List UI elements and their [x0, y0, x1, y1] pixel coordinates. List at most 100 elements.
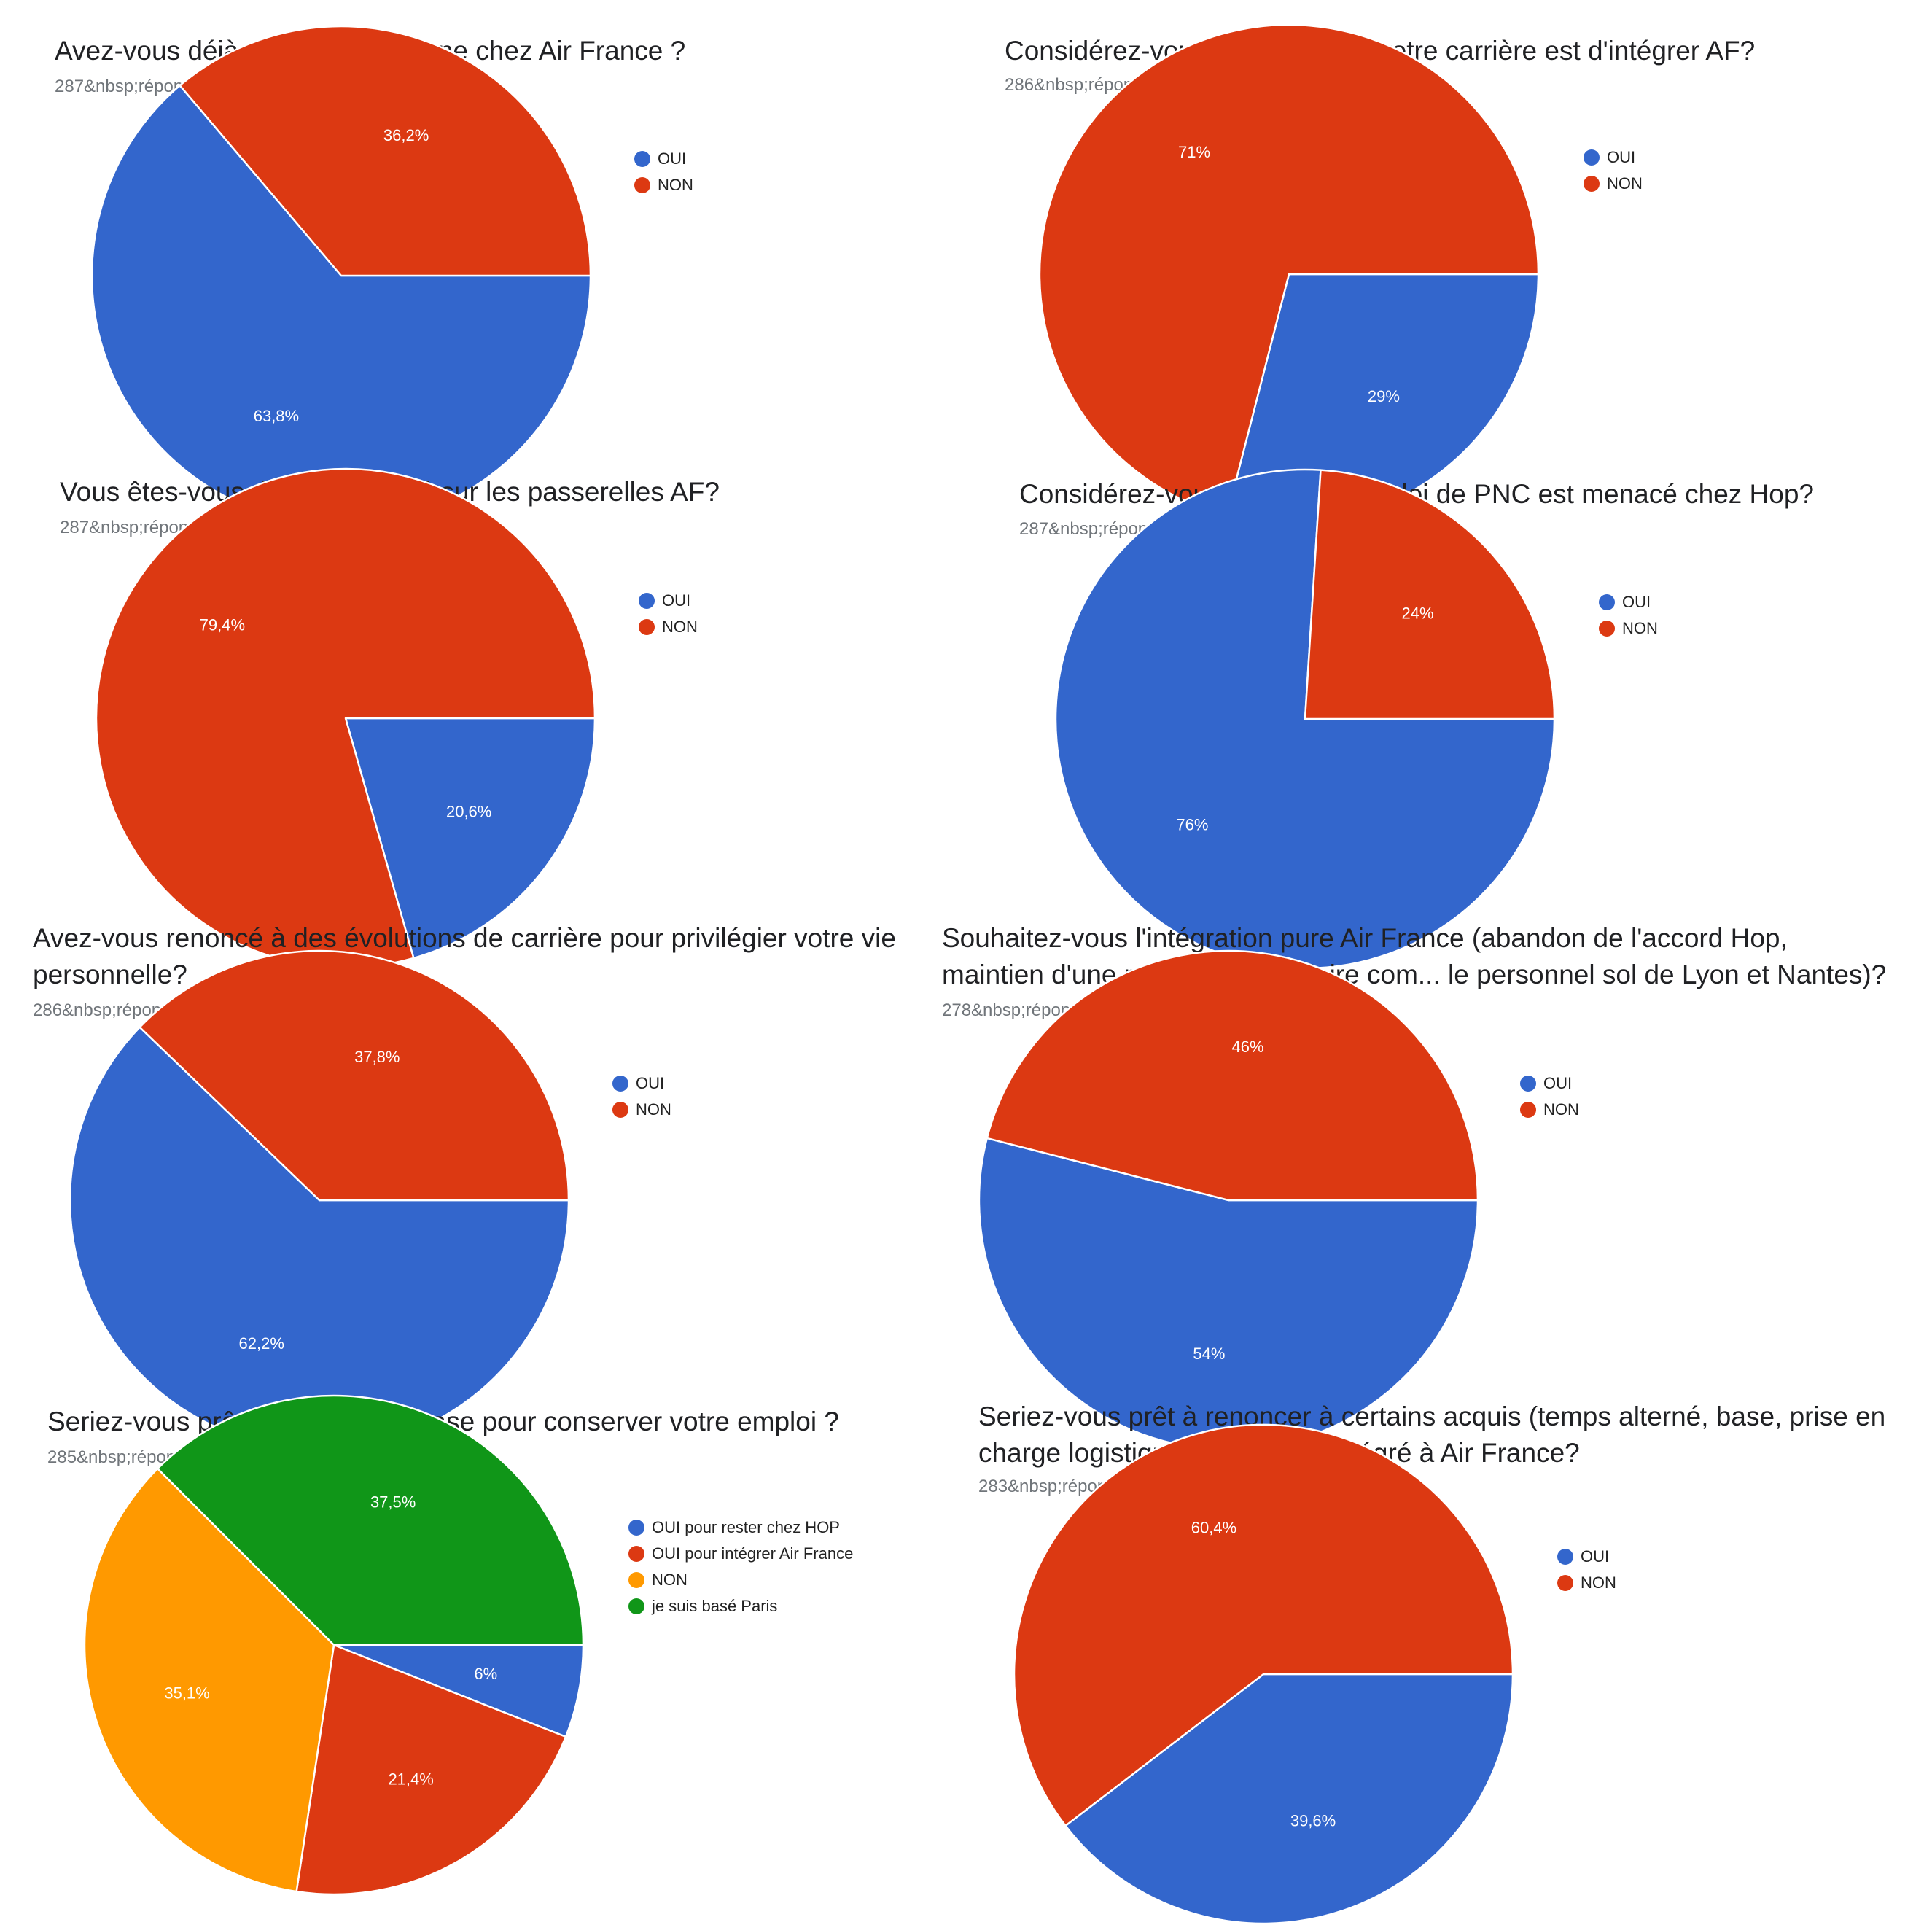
- pie-chart: 29% 71%: [1038, 23, 1540, 525]
- pie-chart: 63,8% 36,2%: [90, 25, 592, 526]
- pie-slice-non: [179, 25, 592, 277]
- pie-slice-oui: [344, 717, 596, 960]
- legend-swatch: [1557, 1549, 1573, 1565]
- legend-label: OUI: [1622, 593, 1651, 611]
- legend-swatch: [1520, 1076, 1536, 1092]
- legend-label: OUI: [658, 149, 687, 168]
- chart-title-line: Souhaitez-vous l'intégration pure Air Fr…: [942, 923, 1788, 953]
- legend-label: OUI: [1543, 1074, 1573, 1092]
- slice-label: 6%: [474, 1665, 497, 1683]
- pie-slice-oui-pour-rester-chez-hop: [332, 1644, 585, 1738]
- pie-chart: 20,6% 79,4%: [95, 467, 596, 969]
- pie-slice-non: [139, 949, 570, 1202]
- legend-swatch: [628, 1546, 644, 1562]
- legend-swatch: [639, 619, 655, 635]
- legend-label: OUI pour intégrer Air France: [652, 1544, 854, 1563]
- legend-label: OUI: [1607, 148, 1636, 166]
- slice-label: 76%: [1176, 816, 1208, 834]
- slice-label: 54%: [1193, 1345, 1225, 1363]
- chart-legend: OUI NON: [1557, 1544, 1616, 1596]
- chart-legend: OUI NON: [612, 1070, 671, 1123]
- legend-label: NON: [1581, 1574, 1616, 1592]
- legend-swatch: [628, 1598, 644, 1614]
- legend-swatch: [634, 177, 650, 193]
- pie-chart: 39,6% 60,4%: [1013, 1423, 1514, 1925]
- slice-label: 62,2%: [239, 1334, 284, 1353]
- legend-item: NON: [634, 172, 693, 198]
- chart-title: Souhaitez-vous l'intégration pure Air Fr…: [942, 920, 1886, 993]
- chart-title-line: maintien d'une moyenne de salaire com...…: [942, 960, 1887, 989]
- pie-chart: 6% 21,4% 35,1% 37,5%: [83, 1394, 585, 1896]
- legend-swatch: [1557, 1575, 1573, 1591]
- legend-item: OUI: [639, 588, 698, 614]
- legend-label: NON: [1622, 619, 1658, 637]
- slice-label: 35,1%: [164, 1684, 209, 1703]
- slice-label: 46%: [1232, 1038, 1264, 1056]
- legend-item: NON: [639, 614, 698, 640]
- legend-item: OUI: [634, 146, 693, 172]
- slice-label: 79,4%: [200, 616, 245, 634]
- pie-slice-non: [1304, 469, 1556, 720]
- legend-swatch: [634, 151, 650, 167]
- chart-legend: OUI NON: [639, 588, 698, 640]
- slice-label: 37,5%: [370, 1493, 416, 1512]
- legend-item: je suis basé Paris: [628, 1593, 853, 1619]
- slice-label: 24%: [1402, 604, 1434, 622]
- slice-label: 63,8%: [254, 407, 299, 425]
- slice-label: 39,6%: [1290, 1811, 1336, 1829]
- legend-item: OUI: [612, 1070, 671, 1097]
- legend-label: NON: [652, 1571, 688, 1589]
- legend-item: OUI: [1584, 144, 1643, 171]
- chart-legend: OUI pour rester chez HOP OUI pour intégre…: [628, 1514, 853, 1619]
- legend-item: OUI pour intégrer Air France: [628, 1541, 853, 1567]
- legend-item: NON: [628, 1567, 853, 1593]
- legend-label: OUI: [662, 591, 691, 610]
- legend-swatch: [1520, 1102, 1536, 1118]
- slice-label: 29%: [1368, 387, 1400, 405]
- legend-item: OUI: [1557, 1544, 1616, 1570]
- pie-slice-non: [986, 949, 1479, 1202]
- legend-label: OUI pour rester chez HOP: [652, 1518, 840, 1536]
- legend-label: OUI: [636, 1074, 665, 1092]
- legend-item: OUI: [1520, 1070, 1579, 1097]
- legend-item: NON: [612, 1097, 671, 1123]
- slice-label: 71%: [1178, 143, 1210, 161]
- legend-swatch: [1584, 176, 1600, 192]
- legend-swatch: [1599, 594, 1615, 610]
- legend-swatch: [639, 593, 655, 609]
- legend-label: NON: [658, 176, 693, 194]
- legend-swatch: [612, 1102, 628, 1118]
- slice-label: 21,4%: [388, 1770, 433, 1788]
- chart-legend: OUI NON: [1599, 589, 1658, 642]
- legend-label: NON: [636, 1100, 671, 1119]
- legend-swatch: [628, 1572, 644, 1588]
- pie-slice-je-suis-base-paris: [156, 1394, 585, 1646]
- legend-item: OUI: [1599, 589, 1658, 615]
- pie-slice-non: [1038, 23, 1540, 517]
- slice-label: 60,4%: [1191, 1519, 1236, 1537]
- legend-swatch: [612, 1076, 628, 1092]
- pie-slice-non: [95, 467, 596, 969]
- slice-label: 37,8%: [354, 1048, 400, 1066]
- legend-item: NON: [1584, 171, 1643, 197]
- legend-label: OUI: [1581, 1547, 1610, 1566]
- legend-item: OUI pour rester chez HOP: [628, 1514, 853, 1541]
- slice-label: 20,6%: [446, 802, 491, 820]
- pie-chart: 62,2% 37,8%: [69, 949, 570, 1451]
- legend-label: NON: [1543, 1100, 1579, 1119]
- legend-item: NON: [1599, 615, 1658, 642]
- legend-item: NON: [1557, 1570, 1616, 1596]
- chart-title: Avez-vous renoncé à des évolutions de ca…: [33, 920, 896, 993]
- legend-item: NON: [1520, 1097, 1579, 1123]
- legend-swatch: [628, 1520, 644, 1536]
- pie-chart: 54% 46%: [978, 949, 1479, 1451]
- chart-legend: OUI NON: [1584, 144, 1643, 197]
- chart-title-line: Seriez-vous prêt à renoncer à certains a…: [978, 1401, 1886, 1431]
- pie-slice-non: [1013, 1423, 1514, 1827]
- slice-label: 36,2%: [383, 126, 429, 144]
- legend-label: NON: [1607, 174, 1643, 192]
- chart-legend: OUI NON: [634, 146, 693, 198]
- chart-title-line: Avez-vous renoncé à des évolutions de ca…: [33, 923, 896, 953]
- legend-label: NON: [662, 618, 698, 636]
- legend-swatch: [1599, 621, 1615, 637]
